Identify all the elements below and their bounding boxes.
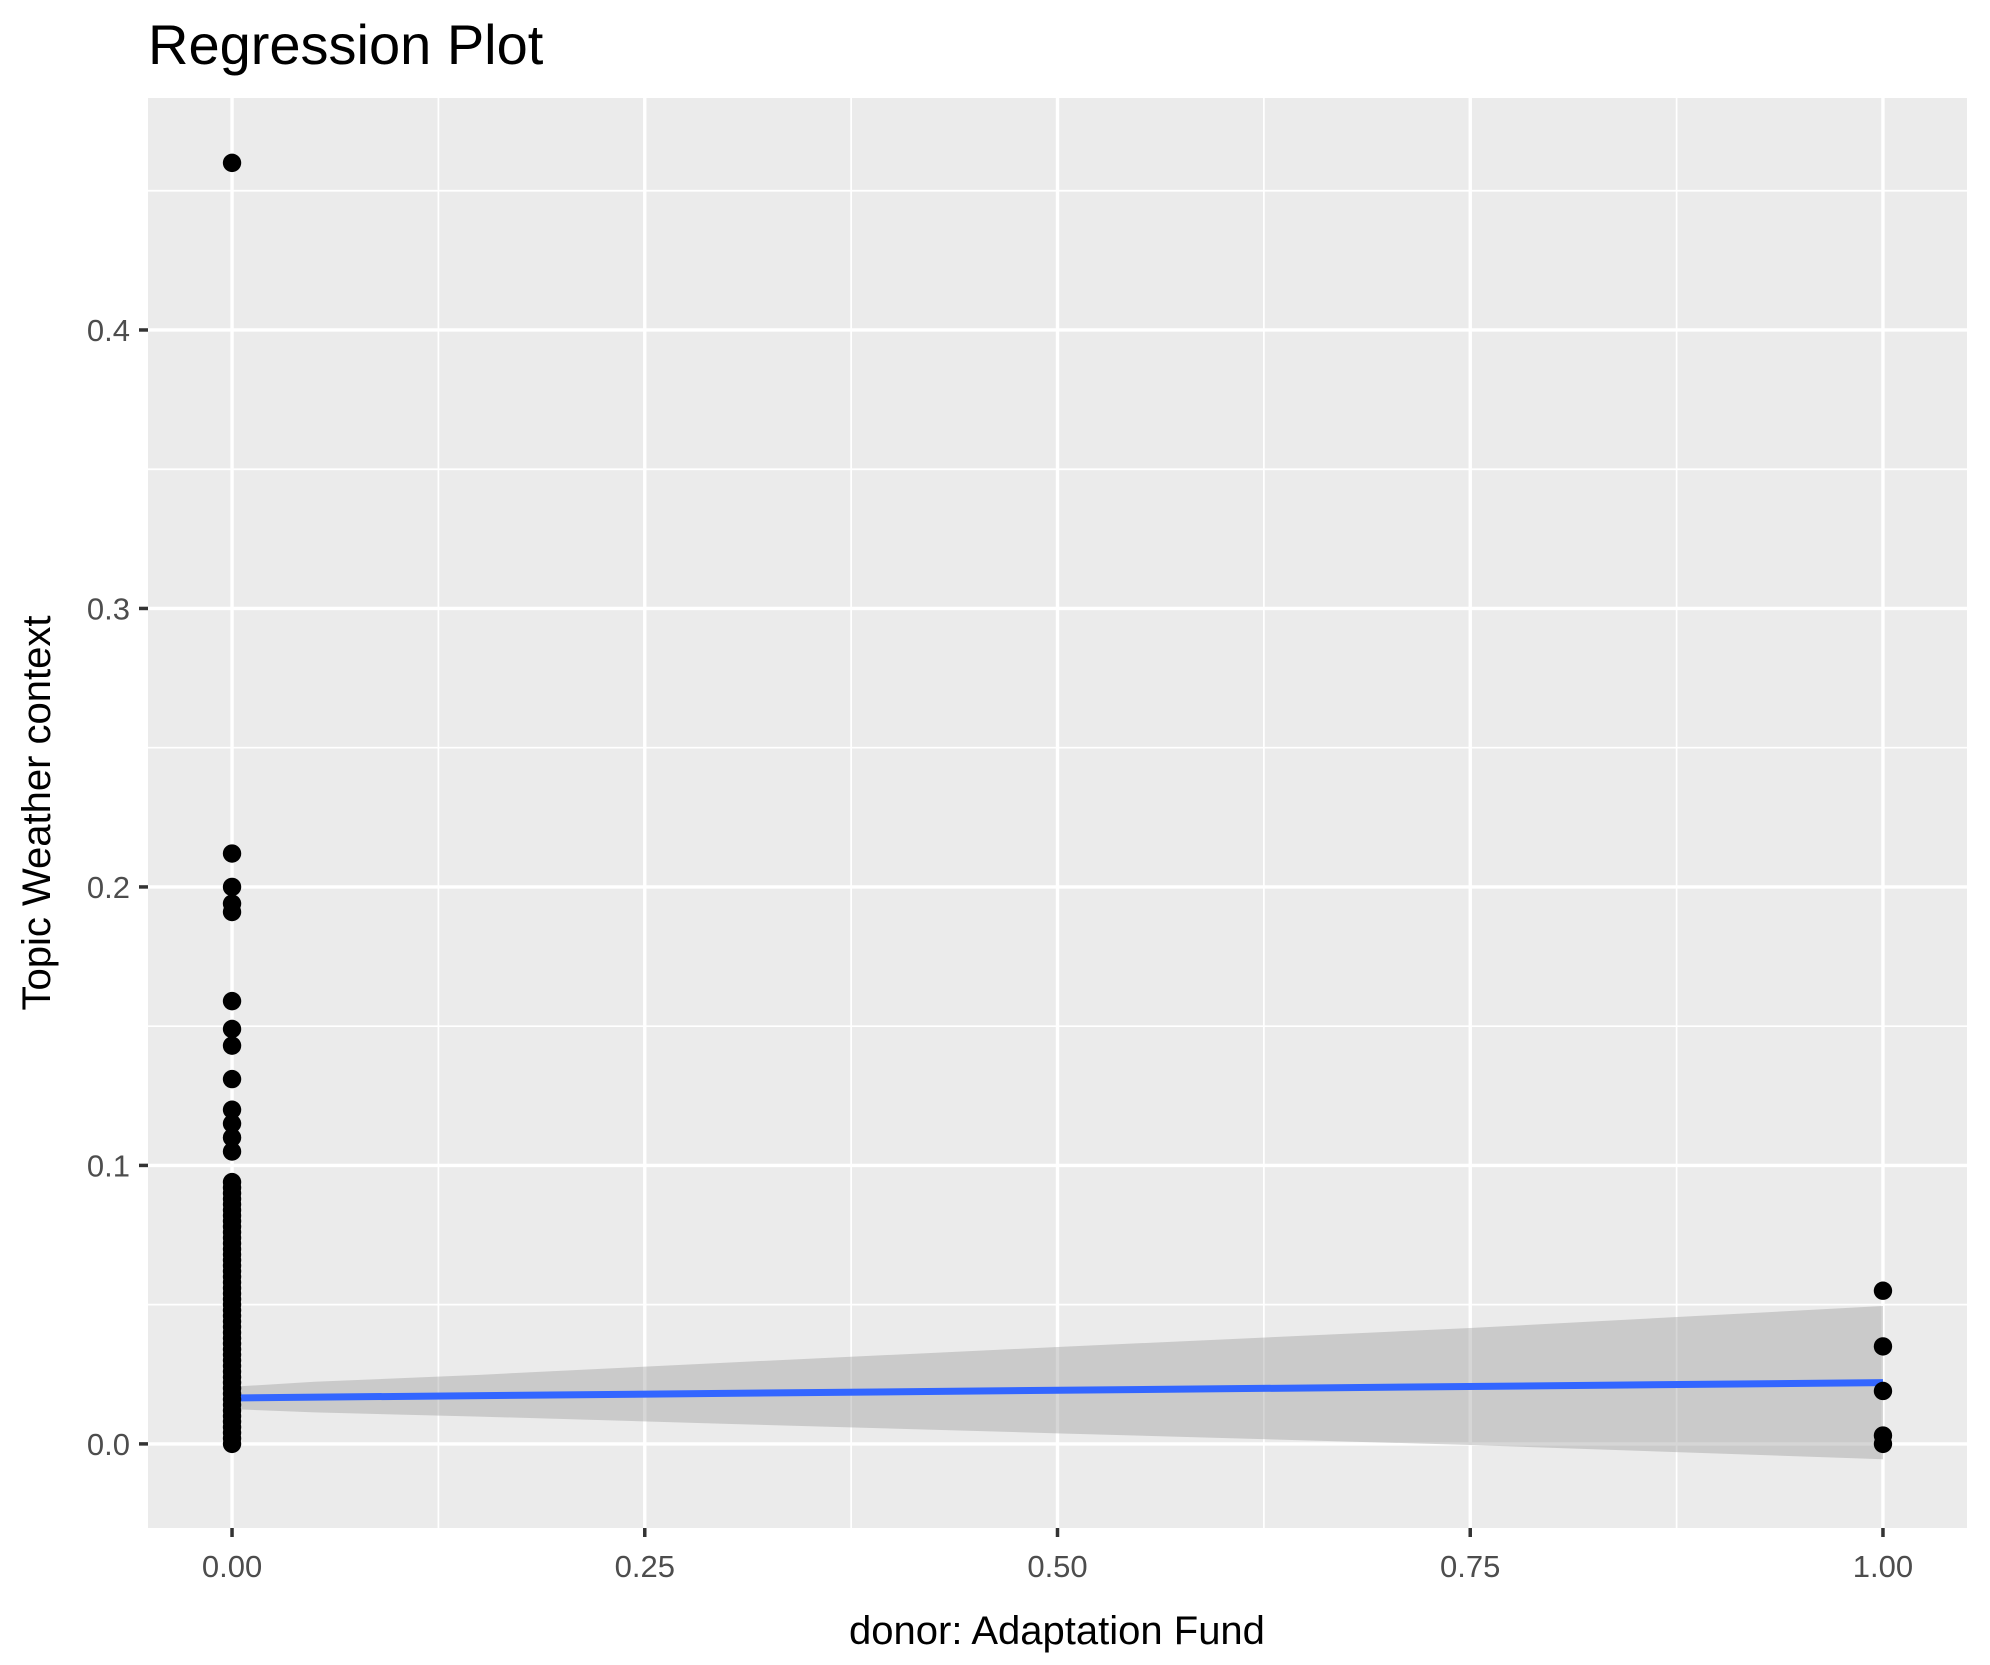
- y-tick-label: 0.3: [87, 591, 130, 626]
- scatter-point: [1873, 1381, 1893, 1401]
- scatter-point: [1873, 1426, 1893, 1445]
- y-tick-label: 0.1: [87, 1148, 130, 1183]
- scatter-point: [222, 1172, 242, 1192]
- scatter-point: [222, 1036, 242, 1055]
- scatter-point: [1873, 1281, 1893, 1300]
- y-tick-label: 0.0: [87, 1427, 130, 1462]
- scatter-point: [222, 844, 242, 863]
- scatter-point: [222, 1114, 242, 1133]
- x-axis-title: donor: Adaptation Fund: [849, 1609, 1265, 1653]
- regression-line: [232, 1379, 1883, 1402]
- scatter-point: [222, 153, 242, 173]
- scatter-point: [222, 894, 242, 913]
- axis-tick-labels: 0.00 0.25 0.50 0.75 1.00 0.0 0.1 0.2 0.3 0.4: [87, 313, 1913, 1584]
- x-tick-label: 0.50: [1027, 1549, 1087, 1584]
- scatter-point: [222, 1128, 242, 1147]
- y-tick-label: 0.2: [87, 870, 130, 905]
- scatter-point: [222, 877, 242, 897]
- scatter-point: [222, 991, 242, 1011]
- scatter-point: [222, 1142, 242, 1161]
- x-tick-label: 0.75: [1440, 1549, 1500, 1584]
- plot-title: Regression Plot: [148, 13, 544, 76]
- y-axis-title: Topic Weather context: [15, 615, 59, 1010]
- scatter-point: [222, 1069, 242, 1089]
- scatter-point: [222, 1019, 242, 1039]
- confidence-band: [232, 1306, 1883, 1460]
- x-tick-label: 0.25: [615, 1549, 675, 1584]
- x-tick-label: 1.00: [1853, 1549, 1913, 1584]
- axis-tick-marks: [139, 328, 1885, 1537]
- scatter-point: [222, 1100, 242, 1119]
- x-tick-label: 0.00: [202, 1549, 262, 1584]
- y-tick-label: 0.4: [87, 313, 130, 348]
- scatter-point: [1873, 1337, 1893, 1356]
- scatter-points: [222, 153, 1893, 1454]
